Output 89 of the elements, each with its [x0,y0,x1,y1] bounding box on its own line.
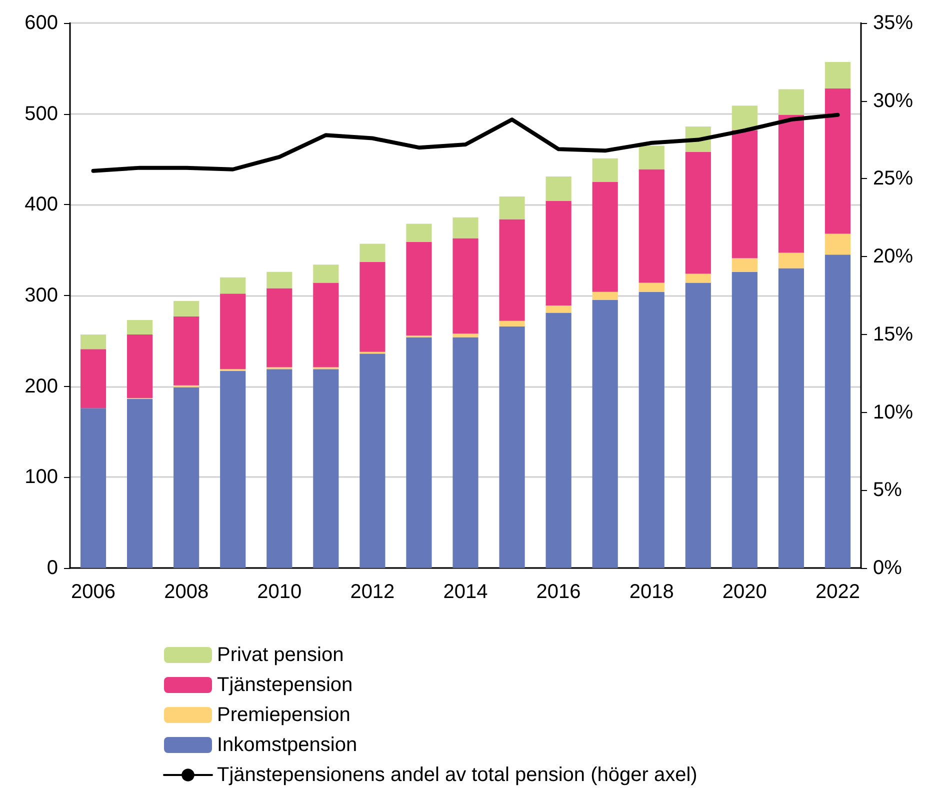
bar [406,242,432,336]
bar [499,196,525,220]
y-tick-label: 200 [24,375,58,398]
bar [80,334,106,350]
line-series [91,112,840,173]
bar [546,201,572,306]
x-tick-label: 2010 [257,581,302,603]
bar [313,264,339,283]
bar [499,326,525,568]
bar [127,399,153,568]
bar [824,234,851,255]
legend-label: Tjänstepension [217,674,353,696]
bar [266,288,292,368]
bar [406,224,432,242]
bar [452,337,478,568]
bar [360,354,386,568]
bar [732,272,758,568]
bar [778,268,804,568]
bar [685,152,711,274]
bar [824,254,851,568]
bar [638,146,664,170]
legend-label: Premiepension [217,704,350,726]
bar [220,277,246,294]
bar [778,89,804,115]
y-tick-label: 300 [24,284,58,306]
bar [824,62,851,88]
bar [406,337,432,568]
bar [313,282,339,368]
bar [174,387,200,568]
bar [266,272,292,288]
x-tick-label: 2006 [71,581,116,603]
y-tick-label: 100 [24,466,58,488]
bar [546,312,572,568]
bar [499,320,525,326]
bar [778,114,804,253]
bar [592,292,618,300]
x-tick-label: 2012 [350,581,395,603]
bar [546,305,572,313]
bar [732,130,758,258]
bar [592,300,618,568]
bar [127,320,153,335]
bar [360,244,386,262]
y-tick-label: 400 [24,194,58,216]
bar [313,369,339,568]
x-tick-label: 2014 [443,581,488,603]
bar [546,176,572,202]
x-tick-label: 2008 [164,581,209,603]
bar [685,274,711,283]
bar [127,334,153,398]
y2-tick-label: 5% [873,479,902,502]
bar [452,217,478,238]
bar [685,282,711,568]
bar [80,349,106,408]
x-tick-label: 2020 [722,581,767,603]
x-tick-label: 2022 [815,581,860,603]
bar [266,369,292,568]
bar [499,219,525,321]
bar [452,238,478,334]
legend-label: Privat pension [217,644,344,666]
bar [732,106,758,130]
y2-tick-label: 20% [873,246,914,268]
bar [592,182,618,292]
y2-tick-label: 35% [873,12,914,34]
bar [824,88,851,234]
legend-label: Inkomstpension [217,734,358,756]
y2-tick-label: 0% [873,557,902,579]
bar [638,282,664,292]
bar [638,169,664,283]
bar [732,258,758,272]
bar [360,262,386,352]
x-tick-label: 2018 [629,581,674,603]
bar [80,408,106,568]
bar [174,300,200,316]
y-tick-label: 500 [24,102,58,125]
legend-label: Tjänstepensionens andel av total pension (höger axel) [217,764,698,786]
bar [220,294,246,370]
bar [638,292,664,568]
bar [452,334,478,338]
x-tick-label: 2016 [536,581,581,603]
bar [220,370,246,568]
y-tick-label: 0 [46,557,58,579]
bar [174,316,200,386]
bar [778,252,804,268]
y-tick-label: 600 [24,12,58,34]
y2-tick-label: 15% [873,323,914,346]
y2-tick-label: 10% [873,401,914,424]
y2-tick-label: 30% [873,90,914,112]
y2-tick-label: 25% [873,168,914,190]
bar [592,158,618,182]
